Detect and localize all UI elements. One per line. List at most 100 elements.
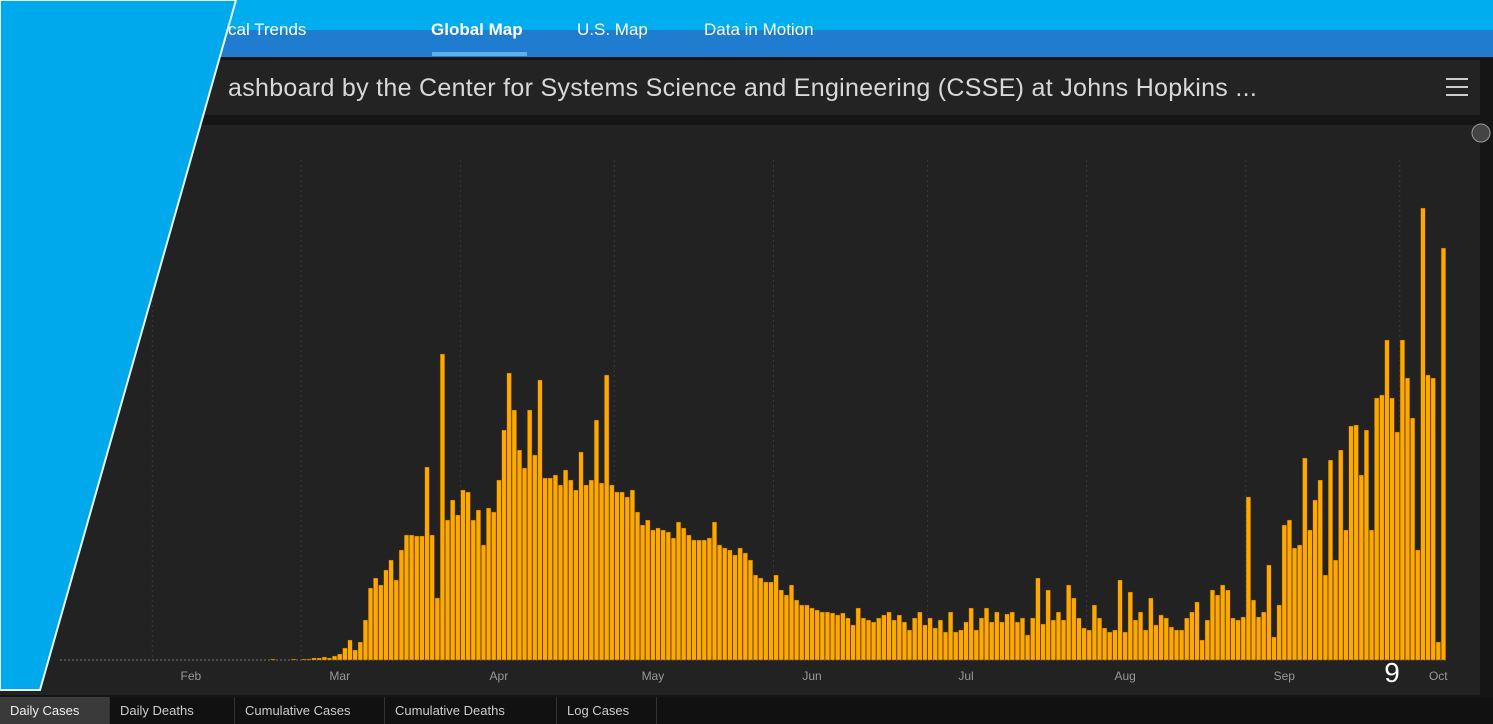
bar	[1399, 339, 1405, 661]
bar	[1245, 496, 1251, 661]
bar	[1215, 594, 1221, 661]
bar	[1369, 529, 1375, 661]
bar	[1297, 544, 1303, 661]
bar	[660, 529, 666, 661]
bar	[1091, 604, 1097, 661]
bar	[1425, 374, 1431, 661]
bar	[737, 547, 743, 661]
tab[interactable]: Daily Cases	[0, 697, 110, 724]
bar	[1430, 377, 1436, 661]
bar	[696, 539, 702, 661]
x-tick-label: Aug	[1114, 669, 1135, 683]
bar	[1189, 611, 1195, 661]
title-bar: ashboard by the Center for Systems Scien…	[0, 60, 1480, 115]
bar	[388, 559, 394, 661]
bar	[886, 611, 892, 661]
bar	[1435, 641, 1441, 661]
bar	[1317, 479, 1323, 661]
bar	[1307, 529, 1313, 661]
bar	[1096, 617, 1103, 661]
bar	[516, 449, 522, 661]
bar	[1081, 627, 1087, 661]
nav-tab[interactable]: cal Trends	[228, 20, 307, 39]
bar	[1050, 619, 1056, 661]
menu-icon[interactable]	[1446, 78, 1468, 96]
bar	[1102, 627, 1108, 661]
x-tick-label: May	[642, 669, 665, 683]
bar	[316, 657, 322, 661]
bar	[681, 527, 687, 661]
bar	[1389, 397, 1395, 661]
bar	[1358, 474, 1364, 661]
bar	[578, 451, 584, 661]
bar	[722, 547, 728, 661]
bar	[1040, 623, 1046, 661]
bar	[460, 489, 466, 661]
bar	[1230, 617, 1236, 661]
nav-tab[interactable]: U.S. Map	[577, 20, 648, 39]
bar	[1019, 617, 1026, 661]
bar	[1404, 377, 1411, 661]
tab[interactable]: Cumulative Cases	[235, 697, 385, 724]
bar	[824, 611, 830, 661]
bar	[1086, 629, 1092, 661]
bar	[573, 489, 579, 661]
bar	[357, 641, 363, 661]
bar	[522, 467, 528, 661]
bar	[804, 604, 810, 661]
bar	[1127, 591, 1133, 661]
bar	[1148, 597, 1154, 661]
bar	[1061, 619, 1067, 661]
bar	[860, 617, 866, 661]
bar	[352, 649, 358, 661]
bar	[840, 612, 846, 661]
bar	[753, 574, 759, 661]
bar	[650, 529, 656, 661]
tab[interactable]: Cumulative Deaths	[385, 697, 557, 724]
bar	[907, 629, 913, 661]
bar	[480, 544, 487, 661]
bar	[537, 379, 543, 661]
bar	[609, 484, 615, 661]
bar	[901, 621, 907, 661]
bar	[604, 374, 610, 661]
bar	[1271, 636, 1277, 661]
panel-title: ashboard by the Center for Systems Scien…	[228, 74, 1258, 102]
bar	[1338, 449, 1344, 661]
bar	[799, 604, 805, 661]
bar	[409, 534, 415, 661]
bar	[768, 581, 774, 661]
bar	[1153, 624, 1159, 661]
bar	[706, 537, 712, 661]
nav-tab[interactable]: Global Map	[431, 20, 523, 39]
bar	[362, 619, 368, 661]
bar	[1220, 584, 1226, 661]
x-tick-label: Jun	[802, 669, 821, 683]
bar	[871, 621, 877, 661]
bar	[932, 627, 938, 661]
bar	[968, 607, 974, 661]
bar	[670, 537, 676, 661]
bar	[881, 614, 887, 661]
bar	[794, 599, 800, 661]
bar	[1158, 614, 1164, 661]
bar	[624, 496, 630, 661]
bar	[665, 531, 671, 661]
bar	[1112, 629, 1118, 661]
nav-tab[interactable]: Data in Motion	[704, 20, 814, 39]
bar	[711, 521, 718, 661]
bar	[1348, 425, 1354, 661]
bar	[1384, 339, 1390, 661]
bar	[1333, 559, 1339, 661]
x-tick-label: Apr	[490, 669, 509, 683]
tab[interactable]: Daily Deaths	[110, 697, 235, 724]
bar	[1343, 529, 1349, 661]
bar	[552, 474, 558, 661]
bar	[1363, 429, 1369, 661]
tab[interactable]: Log Cases	[557, 697, 657, 724]
bar	[942, 631, 949, 661]
bar	[599, 482, 605, 661]
x-tick-label: Sep	[1274, 669, 1296, 683]
bar	[547, 477, 553, 661]
